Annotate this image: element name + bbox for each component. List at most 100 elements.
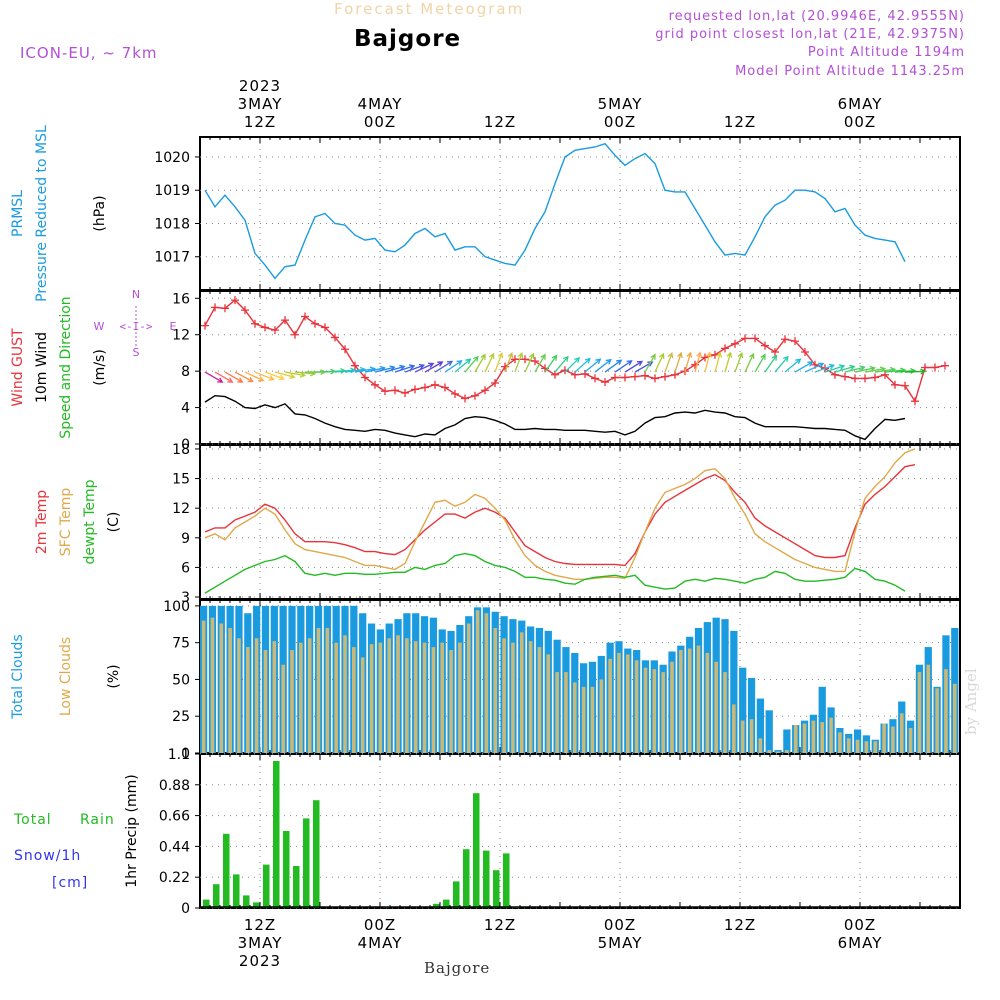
low-cloud-bar [387, 638, 392, 753]
gust-marker [731, 339, 739, 348]
low-cloud-bar [307, 638, 312, 753]
gust-marker [741, 334, 749, 343]
gust-marker [861, 374, 869, 383]
y-tick-label: 4 [181, 401, 190, 417]
low-cloud-bar [776, 751, 780, 753]
wind-arrowhead [782, 355, 789, 362]
total-cloud-bar [765, 710, 773, 753]
bottom-time-label: 3MAY [238, 934, 283, 952]
low-cloud-bar [201, 620, 206, 753]
wind-direction-arrow [294, 371, 315, 375]
wind-direction-arrow [384, 365, 405, 373]
y-tick-label: 0 [181, 437, 190, 453]
low-cloud-bar [608, 658, 612, 753]
total-cloud-bar [747, 677, 756, 753]
y-tick-label: 0.22 [159, 870, 190, 886]
low-cloud-bar [740, 720, 745, 753]
top-time-label: 12Z [484, 113, 516, 131]
low-cloud-bar [811, 720, 816, 753]
wind-direction-arrow [544, 355, 558, 373]
bottom-time-label: 12Z [724, 916, 756, 934]
precipitation-bar [293, 866, 300, 908]
total-cloud-bar [783, 729, 791, 753]
low-cloud-bar [263, 650, 268, 753]
gust-marker [351, 361, 359, 370]
bottom-time-label: 6MAY [838, 934, 883, 952]
low-cloud-bar [440, 642, 445, 753]
wind-panel: 0 4 8 12 16 Wind GUST 10m Wind Speed and Direct… [10, 288, 961, 453]
wind-direction-arrow [704, 352, 711, 373]
gust-marker [761, 341, 769, 350]
low-cloud-bar [882, 723, 886, 753]
wind-arrowhead [859, 365, 866, 372]
gust-marker [441, 383, 449, 392]
wind-arrowhead [605, 358, 612, 365]
meteogram-title: Forecast Meteogram [334, 0, 525, 18]
low-cloud-bar [590, 686, 595, 753]
gust-marker [381, 387, 389, 396]
gust-marker [841, 372, 849, 381]
top-time-label: 2023 [239, 77, 281, 95]
precipitation-bar [213, 884, 220, 908]
compass-north: N [132, 288, 140, 301]
top-time-label: 00Z [364, 113, 396, 131]
gust-marker [251, 319, 259, 328]
low-cloud-bar [617, 652, 621, 753]
wind-arrowhead [227, 377, 234, 383]
gust-marker [891, 380, 899, 389]
wind-arrowhead [726, 351, 733, 358]
wind-direction-arrow [614, 360, 632, 373]
low-cloud-bar [643, 667, 648, 753]
wind-arrowhead [268, 375, 275, 381]
total-cloud-bar [739, 667, 747, 753]
precipitation-bar [253, 902, 260, 908]
y-tick-label: 1017 [154, 250, 190, 266]
low-cloud-bar [952, 683, 957, 753]
gust-marker [241, 306, 249, 315]
y-tick-label: 0 [181, 746, 190, 762]
precipitation-bar [243, 895, 250, 908]
gust-marker [621, 373, 629, 382]
wind-direction-arrow [334, 369, 355, 373]
precipitation-bar [283, 831, 290, 908]
y-tick-label: 1020 [154, 150, 190, 166]
speed-line [204, 394, 906, 441]
gust-marker [261, 323, 269, 332]
wind-arrowhead [910, 367, 917, 374]
gust-marker [221, 304, 229, 313]
wind-arrowhead [749, 352, 755, 359]
wind-direction-arrow [464, 356, 479, 373]
wind-axis-label: 10m Wind [34, 332, 50, 403]
legend-snow: Snow/1h [14, 848, 81, 864]
wind-arrowhead [217, 377, 224, 383]
wind-direction-arrow [894, 370, 915, 373]
low-cloud-bar [537, 647, 542, 753]
precipitation-bar [263, 864, 270, 908]
wind-direction-arrow [234, 371, 253, 383]
gust-marker [601, 378, 609, 387]
wind-arrowhead [517, 351, 524, 359]
watermark: by Angel [962, 668, 980, 735]
y-tick-label: 9 [181, 531, 190, 547]
low-cloud-bar [634, 660, 639, 753]
total-cloud-bar [730, 630, 738, 753]
wind-direction-arrow [444, 360, 462, 373]
y-tick-label: 50 [172, 672, 190, 688]
wind-direction-arrow [434, 360, 453, 373]
wind-direction-arrow [674, 352, 682, 373]
gust-marker [571, 370, 579, 379]
wind-direction-arrow [254, 371, 274, 381]
bottom-time-label: 5MAY [598, 934, 643, 952]
gust-marker [511, 355, 519, 364]
wind-direction-arrow [564, 357, 580, 373]
precipitation-bar [493, 870, 500, 908]
wind-direction-arrow [394, 365, 415, 373]
low-cloud-bar [891, 726, 895, 753]
wind-arrowhead [529, 352, 535, 359]
low-cloud-bar [732, 704, 736, 753]
wind-direction-arrow [834, 365, 855, 373]
gust-marker [461, 394, 469, 403]
gust-marker [271, 326, 279, 335]
compass-arrows: <-I-> [119, 320, 152, 333]
gust-marker [911, 397, 919, 406]
